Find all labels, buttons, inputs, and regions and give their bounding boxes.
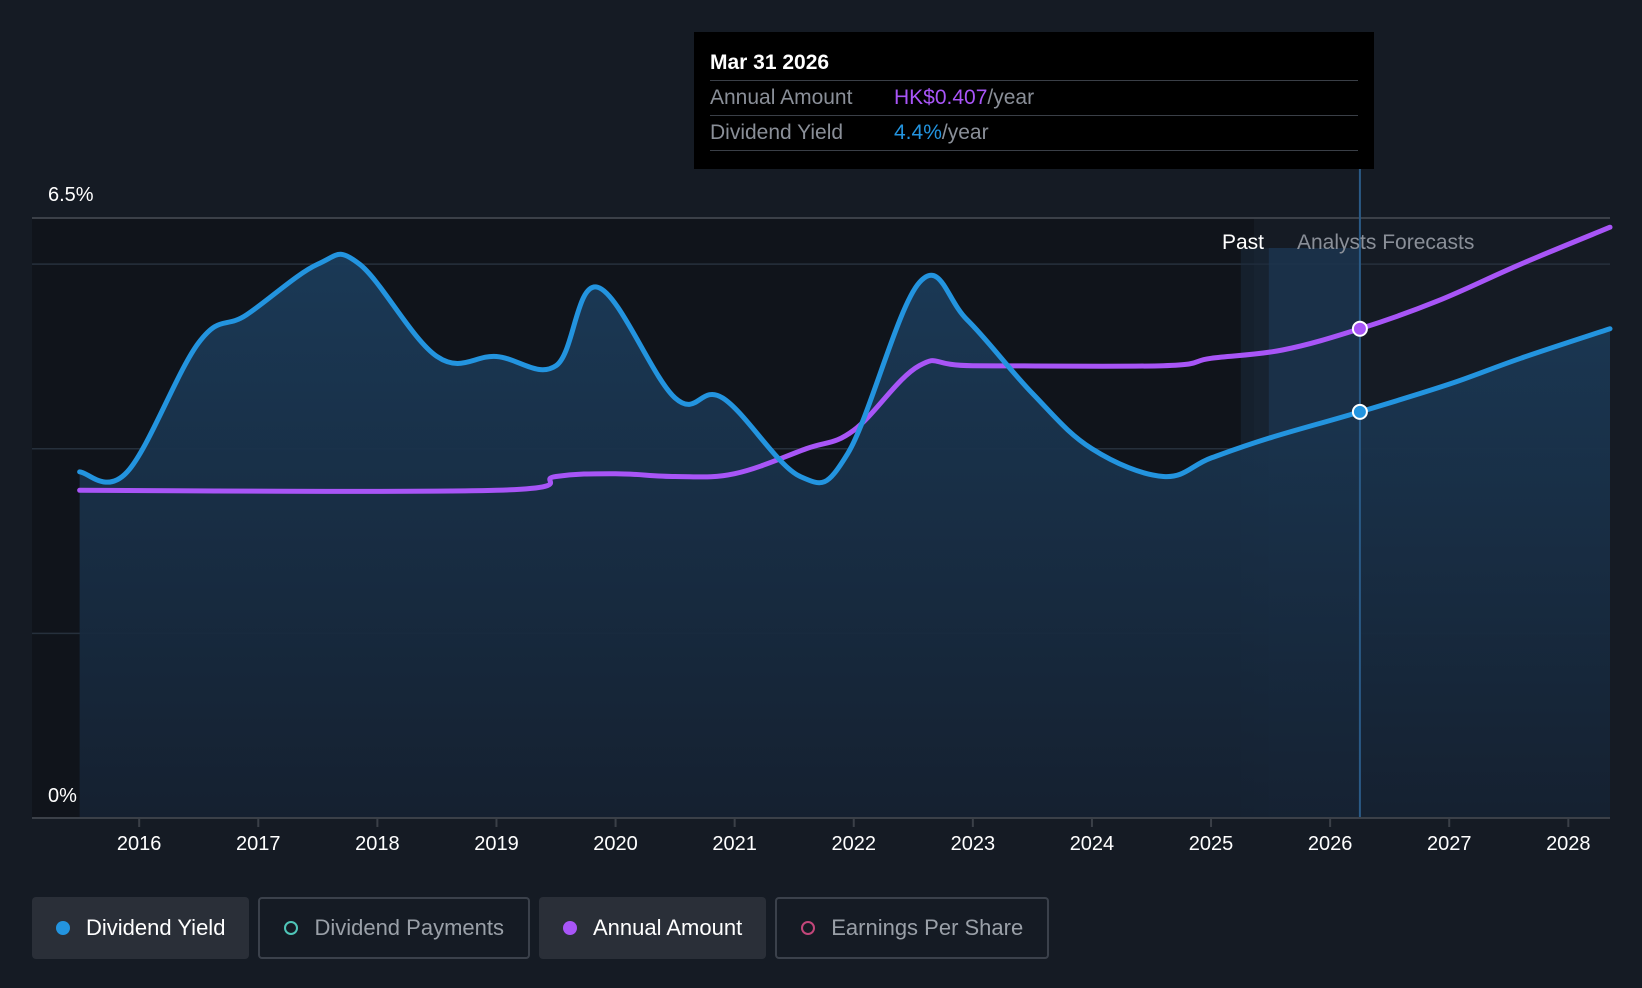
tooltip-annual-amount-value: HK$0.407 bbox=[894, 86, 988, 109]
tooltip-dividend-yield-label: Dividend Yield bbox=[710, 121, 844, 144]
tooltip-dividend-yield-row: Dividend Yield 4.4% /year bbox=[710, 116, 1358, 151]
tooltip-date: Mar 31 2026 bbox=[710, 46, 1358, 81]
x-tick-label: 2024 bbox=[1070, 833, 1115, 855]
x-tick-label: 2027 bbox=[1427, 833, 1472, 855]
x-tick-label: 2023 bbox=[951, 833, 996, 855]
tooltip-dividend-yield-value: 4.4% bbox=[894, 121, 942, 144]
x-tick-label: 2028 bbox=[1546, 833, 1591, 855]
legend-dividend-payments[interactable]: Dividend Payments bbox=[258, 897, 530, 959]
x-tick-label: 2021 bbox=[712, 833, 757, 855]
tooltip: Mar 31 2026 Annual Amount HK$0.407 /year… bbox=[694, 32, 1374, 169]
tooltip-annual-amount-row: Annual Amount HK$0.407 /year bbox=[710, 81, 1358, 116]
dividend-yield-line bbox=[77, 251, 1613, 486]
tooltip-annual-amount-label: Annual Amount bbox=[710, 86, 853, 109]
dividend-yield-marker bbox=[1351, 403, 1368, 420]
x-tick-label: 2025 bbox=[1189, 833, 1234, 855]
legend-earnings-per-share[interactable]: Earnings Per Share bbox=[775, 897, 1050, 959]
analysts-forecasts-label: Analysts Forecasts bbox=[1297, 231, 1474, 254]
tooltip-dividend-yield-unit: /year bbox=[941, 121, 989, 144]
past-label: Past bbox=[1222, 231, 1264, 254]
tooltip-annual-amount-unit: /year bbox=[987, 86, 1035, 109]
legend-earnings-per-share-label: Earnings Per Share bbox=[831, 915, 1024, 940]
y-axis-top-label: 6.5% bbox=[48, 184, 94, 206]
dividend-payments-dot-icon bbox=[284, 921, 299, 935]
dividend-yield-dot-icon bbox=[56, 921, 70, 935]
x-tick-label: 2016 bbox=[117, 833, 162, 855]
x-tick-label: 2020 bbox=[593, 833, 638, 855]
legend-annual-amount-label: Annual Amount bbox=[592, 915, 743, 940]
x-tick-label: 2019 bbox=[474, 833, 519, 855]
dividend-yield-area bbox=[79, 254, 1611, 819]
legend-dividend-yield-label: Dividend Yield bbox=[86, 915, 226, 940]
x-tick-label: 2017 bbox=[236, 833, 281, 855]
legend-dividend-payments-label: Dividend Payments bbox=[314, 915, 504, 940]
x-tick-label: 2026 bbox=[1308, 833, 1353, 855]
x-tick-label: 2022 bbox=[832, 833, 877, 855]
annual-amount-marker bbox=[1351, 320, 1368, 337]
legend: Dividend Yield Dividend Payments Annual … bbox=[32, 897, 1050, 959]
x-tick-label: 2018 bbox=[355, 833, 400, 855]
annual-amount-line bbox=[77, 224, 1613, 494]
legend-annual-amount[interactable]: Annual Amount bbox=[538, 897, 767, 959]
legend-dividend-yield[interactable]: Dividend Yield bbox=[32, 897, 250, 959]
earnings-per-share-dot-icon bbox=[801, 921, 816, 935]
y-axis-bottom-label: 0% bbox=[48, 785, 77, 807]
annual-amount-dot-icon bbox=[562, 921, 577, 935]
